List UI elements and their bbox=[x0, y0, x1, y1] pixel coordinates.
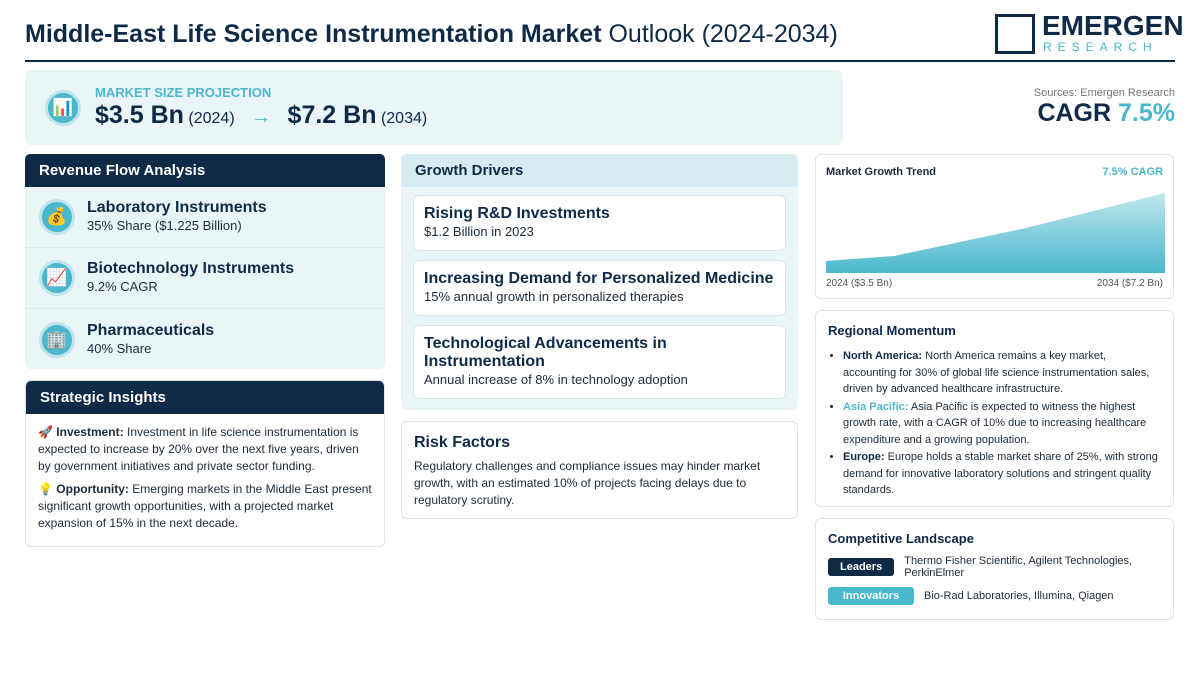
item-name: Laboratory Instruments bbox=[87, 199, 267, 216]
tag: Leaders bbox=[828, 558, 895, 576]
logo-mark bbox=[995, 14, 1035, 54]
projection-label: MARKET SIZE PROJECTION bbox=[95, 85, 272, 100]
insight: 🚀 Investment: Investment in life science… bbox=[38, 425, 359, 473]
region-text: North America remains a key market, acco… bbox=[843, 350, 1150, 395]
region-name: North America: bbox=[843, 350, 923, 362]
region-item: North America: North America remains a k… bbox=[843, 348, 1161, 398]
projection-values: $3.5 Bn (2024) → $7.2 Bn (2034) bbox=[95, 101, 427, 130]
regional-title: Regional Momentum bbox=[828, 323, 956, 338]
growth-drivers: Growth Drivers Rising R&D Investments $1.… bbox=[401, 154, 798, 410]
arrow: → bbox=[251, 106, 272, 128]
logo-sub: RESEARCH bbox=[1043, 40, 1158, 54]
competitive-row: Innovators Bio-Rad Laboratories, Illumina… bbox=[828, 587, 1161, 605]
trend-area bbox=[826, 193, 1165, 273]
risk-title: Risk Factors bbox=[414, 434, 511, 451]
region-text: Europe holds a stable market share of 25… bbox=[843, 451, 1158, 496]
cagr: CAGR 7.5% bbox=[1037, 99, 1175, 128]
trend-shape bbox=[826, 193, 1165, 273]
insight-label: Opportunity: bbox=[56, 482, 129, 496]
trend-end: 2034 ($7.2 Bn) bbox=[1096, 278, 1163, 289]
icon: 📈 bbox=[39, 260, 75, 296]
start-value: $3.5 Bn bbox=[95, 101, 184, 129]
competitive-title: Competitive Landscape bbox=[828, 531, 974, 546]
item-name: Pharmaceuticals bbox=[87, 321, 215, 339]
driver-name: Technological Advancements in Instrument… bbox=[424, 335, 667, 370]
header-rule bbox=[25, 60, 1175, 62]
cagr-value: 7.5% bbox=[1118, 99, 1175, 127]
drivers-title: Growth Drivers bbox=[401, 154, 798, 187]
item-detail: 35% Share ($1.225 Billion) bbox=[87, 218, 242, 233]
projection-box: 📊 MARKET SIZE PROJECTION $3.5 Bn (2024) … bbox=[25, 70, 843, 145]
driver-detail: $1.2 Billion in 2023 bbox=[424, 224, 534, 239]
competitive-landscape: Competitive Landscape Leaders Thermo Fish… bbox=[815, 518, 1174, 620]
driver-detail: 15% annual growth in personalized therap… bbox=[424, 289, 684, 304]
revenue-item: 📈 Biotechnology Instruments 9.2% CAGR bbox=[25, 248, 385, 309]
companies: Bio-Rad Laboratories, Illumina, Qiagen bbox=[924, 590, 1114, 602]
region-text: Asia Pacific is expected to witness the … bbox=[843, 400, 1147, 446]
competitive-row: Leaders Thermo Fisher Scientific, Agilent… bbox=[828, 555, 1161, 579]
revenue-item: 💰 Laboratory Instruments 35% Share ($1.225… bbox=[25, 187, 385, 248]
region-name: Asia Pacific: bbox=[843, 400, 909, 413]
driver-detail: Annual increase of 8% in technology adop… bbox=[424, 372, 688, 387]
cagr-label: CAGR bbox=[1037, 99, 1112, 127]
growth-trend: Market Growth Trend 7.5% CAGR 2024 ($3.5… bbox=[815, 154, 1174, 299]
driver: Increasing Demand for Personalized Medic… bbox=[413, 260, 786, 316]
icon: 💰 bbox=[39, 199, 75, 235]
driver: Technological Advancements in Instrument… bbox=[413, 325, 786, 399]
risk-factors: Risk Factors Regulatory challenges and c… bbox=[401, 421, 798, 519]
region-item: Asia Pacific: Asia Pacific is expected t… bbox=[843, 399, 1161, 449]
item-detail: 40% Share bbox=[87, 340, 152, 356]
region-item: Europe: Europe holds a stable market sha… bbox=[843, 449, 1161, 499]
regional-momentum: Regional Momentum North America: North A… bbox=[815, 310, 1174, 507]
driver-name: Rising R&D Investments bbox=[424, 205, 610, 222]
trend-title: Market Growth Trend bbox=[826, 166, 937, 178]
title: Middle-East Life Science Instrumentation… bbox=[25, 20, 838, 49]
title-bold: Middle-East Life Science Instrumentation… bbox=[25, 20, 602, 48]
companies: Thermo Fisher Scientific, Agilent Techno… bbox=[904, 555, 1133, 579]
insight-text: Emerging markets in the Middle East pres… bbox=[38, 482, 372, 530]
title-rest: Outlook (2024-2034) bbox=[608, 20, 838, 48]
sources: Sources: Emergen Research bbox=[1033, 87, 1175, 99]
item-name: Biotechnology Instruments bbox=[87, 260, 295, 277]
tag: Innovators bbox=[828, 587, 914, 605]
item-detail: 9.2% CAGR bbox=[87, 279, 158, 294]
driver-name: Increasing Demand for Personalized Medic… bbox=[424, 270, 774, 287]
risk-text: Regulatory challenges and compliance iss… bbox=[414, 459, 761, 507]
insights-title: Strategic Insights bbox=[26, 381, 384, 414]
start-year: (2024) bbox=[188, 110, 235, 127]
trend-start: 2024 ($3.5 Bn) bbox=[826, 278, 893, 289]
icon: 🏢 bbox=[39, 321, 75, 358]
revenue-item: 🏢 Pharmaceuticals 40% Share bbox=[25, 309, 385, 370]
strategic-insights: Strategic Insights 🚀 Investment: Investm… bbox=[25, 380, 385, 547]
regional-list: North America: North America remains a k… bbox=[828, 348, 1161, 499]
insight-label: Investment: bbox=[56, 425, 124, 439]
projection-icon: 📊 bbox=[45, 90, 81, 126]
trend-badge: 7.5% CAGR bbox=[1102, 166, 1163, 178]
revenue-flow: Revenue Flow Analysis 💰 Laboratory Instru… bbox=[25, 154, 385, 369]
end-value: $7.2 Bn bbox=[287, 101, 377, 129]
region-name: Europe: bbox=[843, 451, 885, 463]
insight: 💡 Opportunity: Emerging markets in the M… bbox=[38, 482, 372, 530]
driver: Rising R&D Investments $1.2 Billion in 20… bbox=[413, 195, 786, 251]
insight-text: Investment in life science instrumentati… bbox=[38, 425, 359, 473]
logo-main: EMERGEN bbox=[1042, 10, 1184, 41]
end-year: (2034) bbox=[380, 110, 428, 127]
revenue-title: Revenue Flow Analysis bbox=[25, 154, 385, 187]
